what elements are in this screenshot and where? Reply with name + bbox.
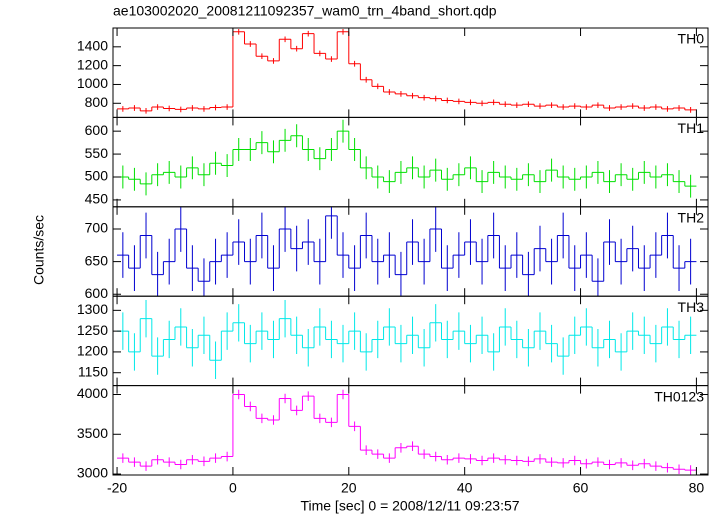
panel-frame xyxy=(112,295,709,387)
panel xyxy=(117,389,697,475)
y-tick-label: 1300 xyxy=(77,301,108,317)
y-tick-label: 500 xyxy=(85,168,109,184)
x-tick-label: 40 xyxy=(457,480,473,496)
y-tick-label: 3500 xyxy=(77,425,108,441)
panel-name: TH1 xyxy=(678,120,705,136)
y-tick-label: 700 xyxy=(85,220,109,236)
x-tick-label: 80 xyxy=(689,480,705,496)
panel-frame xyxy=(112,385,709,476)
panel-name: TH0 xyxy=(678,31,705,47)
y-tick-label: 1250 xyxy=(77,322,108,338)
y-tick-label: 1400 xyxy=(77,38,108,54)
panel-name: TH0123 xyxy=(654,388,704,404)
panel xyxy=(117,28,697,114)
y-tick-label: 450 xyxy=(85,191,109,207)
y-tick-label: 4000 xyxy=(77,385,108,401)
panel-frame xyxy=(112,27,709,118)
panel-frame xyxy=(112,206,709,297)
y-tick-label: 800 xyxy=(85,94,109,110)
x-tick-label: 20 xyxy=(341,480,357,496)
panel-frame xyxy=(112,116,709,208)
panel-name: TH2 xyxy=(678,210,705,226)
panel-name: TH3 xyxy=(678,299,705,315)
y-tick-label: 1200 xyxy=(77,343,108,359)
chart-title: ae103002020_20081211092357_wam0_trn_4ban… xyxy=(113,3,497,19)
panel xyxy=(117,206,697,297)
y-tick-label: 600 xyxy=(85,122,109,138)
y-tick-label: 600 xyxy=(85,285,109,301)
panel xyxy=(117,119,697,198)
x-tick-label: 0 xyxy=(229,480,237,496)
y-tick-label: 650 xyxy=(85,252,109,268)
panel xyxy=(117,299,697,379)
y-tick-label: 3000 xyxy=(77,465,108,481)
y-tick-label: 550 xyxy=(85,145,109,161)
y-tick-label: 1200 xyxy=(77,56,108,72)
x-tick-label: -20 xyxy=(107,480,127,496)
y-tick-label: 1150 xyxy=(78,363,108,379)
x-axis-label: Time [sec] 0 = 2008/12/11 09:23:57 xyxy=(300,498,519,514)
x-tick-label: 60 xyxy=(573,480,589,496)
y-tick-label: 1000 xyxy=(77,75,108,91)
y-axis-label: Counts/sec xyxy=(31,215,47,285)
